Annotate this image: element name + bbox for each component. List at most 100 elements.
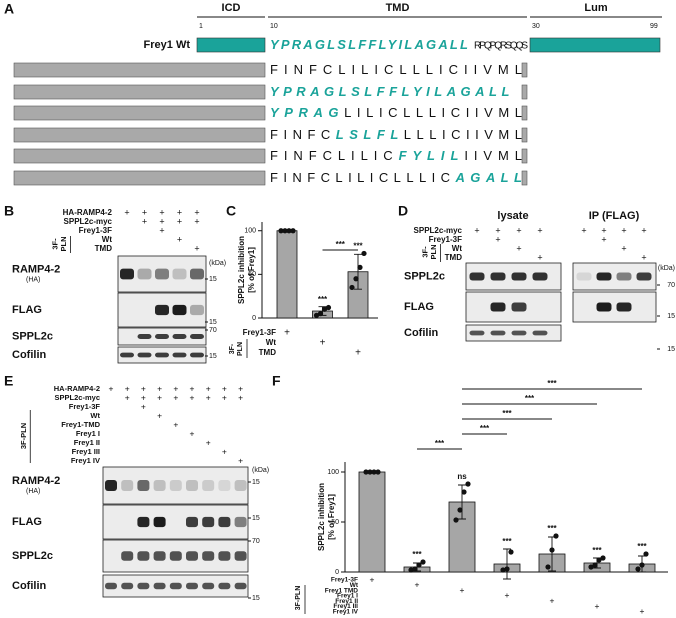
condition-label: Frey1 I [337,593,358,600]
bracket-label: *** [480,424,490,433]
condition-mark: + [370,574,375,584]
error-bar [354,253,362,290]
blot-band [596,272,612,281]
group-label: 3F-PLN [19,423,28,449]
error-bar [503,548,511,580]
sequence: FINFCLILICLLLICIIVML [270,62,522,77]
condition-mark: + [284,328,290,339]
treatment-mark: + [109,383,114,393]
treatment-mark: + [641,225,646,235]
group-label: 3F- [229,343,236,354]
replicate-point [508,549,514,555]
treatment-mark: + [141,401,146,411]
blot-band [172,352,187,358]
group-label: 3F- [51,238,60,250]
blot-band [218,582,231,590]
treatment-mark: + [222,383,227,393]
replicate-point [361,250,367,257]
treatment-mark: + [190,428,195,438]
blot-label: SPPL2c [12,330,53,342]
sequence-segment: LSLFL [336,127,399,142]
treatment-label: HA-RAMP4-2 [54,384,100,393]
blot-band [186,479,198,492]
blot-sublabel: (HA) [26,277,40,284]
treatment-mark: + [537,252,542,262]
blot-band [190,333,204,340]
sequence-segment: LILICLLLICIIVML [344,105,522,120]
replicate-point [363,469,369,475]
treatment-mark: + [194,216,199,226]
icd-box [196,37,266,53]
blot-band [202,479,215,492]
treatment-mark: + [238,392,243,402]
blot-label: Cofilin [12,349,46,361]
replicate-point [412,566,418,572]
treatment-mark: + [157,410,162,420]
treatment-mark: + [495,234,500,244]
sequence-segment: YPRAGLSLFFLYILAGALL [270,37,468,52]
bar [276,230,298,319]
blot-band [137,352,152,358]
replicate-point [325,304,332,311]
treatment-mark: + [516,225,521,235]
blot-band [169,551,182,561]
replicate-point [290,228,296,234]
treatment-mark: + [157,392,162,402]
treatment-mark: + [495,225,500,235]
replicate-point [375,469,381,475]
pln-end [521,170,528,186]
group-label: PLN [59,237,68,252]
size-unit: (kDa) [209,260,226,267]
replicate-point [367,469,373,475]
condition-mark: + [505,590,510,600]
blot-band [137,551,150,561]
blot-label: RAMP4-2 [12,264,60,276]
condition-label: Frey1 III [333,603,358,610]
treatment-mark: + [238,383,243,393]
pln-end [521,148,528,164]
treatment-label: Wt [452,244,463,253]
bracket-label: *** [336,240,346,249]
treatment-mark: + [206,392,211,402]
replicate-point [639,562,645,568]
blot-label: FLAG [12,516,42,528]
y-axis-label: SPPL2c inhibition [237,236,246,304]
blot-band [153,551,166,561]
size-unit: (kDa) [658,265,675,272]
treatment-mark: + [516,243,521,253]
replicate-point [321,306,328,312]
pln-box [13,105,266,121]
size-marker: 15 [209,276,217,283]
blot-band [120,268,134,280]
treatment-label: Frey1-3F [69,402,101,411]
treatment-mark: + [222,392,227,402]
size-marker: 15 [667,313,675,320]
blot-label: RAMP4-2 [12,475,60,487]
blot-band [532,330,548,336]
blot-label: Cofilin [404,327,438,339]
blot-band [121,551,134,561]
treatment-label: Frey1-3F [429,235,462,244]
significance-label: *** [547,524,557,533]
replicate-point [465,481,471,487]
blot-band [172,333,187,340]
y-tick-label: 50 [331,519,339,526]
size-marker: 15 [252,479,260,486]
replicate-point [286,228,292,234]
condition-mark: + [355,348,361,359]
residue-position: 1 [199,23,203,30]
y-tick-label: 100 [244,228,256,235]
pln-end [521,127,528,143]
y-axis-label: SPPL2c inhibition [317,483,326,551]
replicate-point [282,228,288,234]
blot-band [121,582,134,590]
blot-band [153,516,166,528]
sequence-segment: AGALL [454,170,522,185]
blot-band [234,516,247,528]
treatment-mark: + [173,392,178,402]
blot-band [169,479,182,492]
treatment-mark: + [141,392,146,402]
blot-band [155,352,169,358]
blot-band [218,551,231,561]
